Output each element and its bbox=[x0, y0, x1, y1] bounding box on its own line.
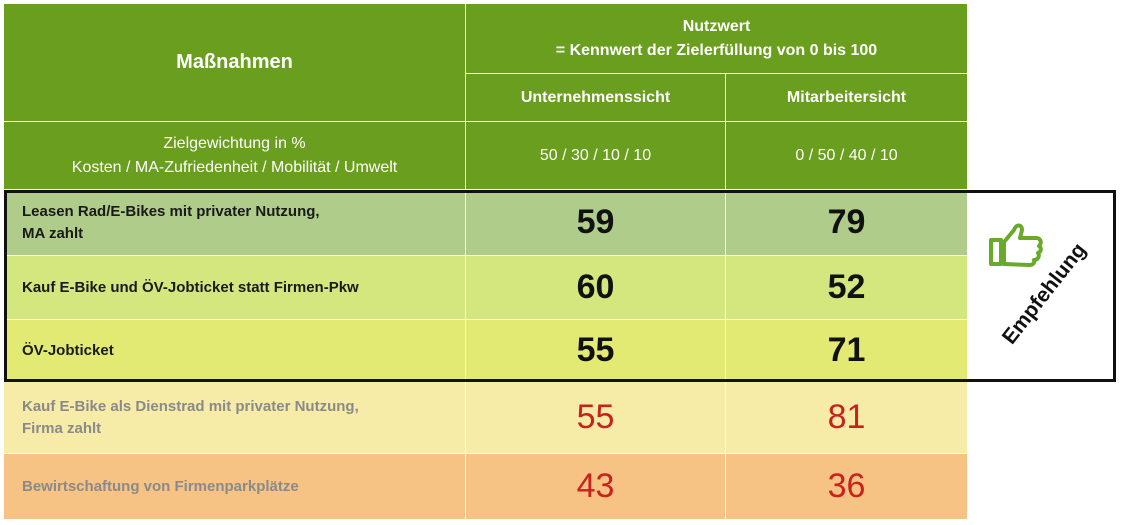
header-company-label: Unternehmenssicht bbox=[520, 88, 671, 106]
header-nutzwert: Nutzwert = Kennwert der Zielerfüllung vo… bbox=[466, 4, 968, 74]
table-row-company-value: 55 bbox=[466, 382, 726, 454]
table-row-employee-value: 79 bbox=[726, 190, 968, 256]
company-score: 43 bbox=[576, 467, 615, 505]
header-company: Unternehmenssicht bbox=[466, 74, 726, 122]
header-measures: Maßnahmen bbox=[4, 4, 466, 122]
thumbs-up-icon bbox=[989, 223, 1043, 267]
table-row-company-value: 55 bbox=[466, 320, 726, 382]
table-row-employee-value: 71 bbox=[726, 320, 968, 382]
company-score: 55 bbox=[576, 398, 615, 436]
weighting-label: Zielgewichtung in % Kosten / MA-Zufriede… bbox=[4, 122, 466, 190]
employee-score: 36 bbox=[827, 467, 866, 505]
weighting-employee: 0 / 50 / 40 / 10 bbox=[726, 122, 968, 190]
weighting-employee-value: 0 / 50 / 40 / 10 bbox=[795, 146, 898, 164]
measure-text-line1: Kauf E-Bike als Dienstrad mit privater N… bbox=[22, 397, 359, 415]
nutzwert-subtitle: = Kennwert der Zielerfüllung von 0 bis 1… bbox=[555, 41, 878, 59]
weighting-company-value: 50 / 30 / 10 / 10 bbox=[539, 146, 652, 164]
weighting-line2: Kosten / MA-Zufriedenheit / Mobilität / … bbox=[71, 158, 398, 176]
recommendation-panel bbox=[968, 190, 1116, 382]
weighting-company: 50 / 30 / 10 / 10 bbox=[466, 122, 726, 190]
employee-score: 71 bbox=[827, 331, 866, 369]
nutzwert-title: Nutzwert bbox=[682, 17, 751, 35]
measure-text-line1: Leasen Rad/E-Bikes mit privater Nutzung, bbox=[22, 202, 320, 220]
company-score: 59 bbox=[576, 203, 615, 241]
company-score: 55 bbox=[576, 331, 615, 369]
table-row-company-value: 59 bbox=[466, 190, 726, 256]
measure-text-line2: Firma zahlt bbox=[22, 419, 102, 437]
table-row-measure: Leasen Rad/E-Bikes mit privater Nutzung,… bbox=[4, 190, 466, 256]
table-row-employee-value: 36 bbox=[726, 454, 968, 520]
table-row-measure: ÖV-Jobticket bbox=[4, 320, 466, 382]
measure-text-line1: ÖV-Jobticket bbox=[22, 341, 114, 359]
weighting-line1: Zielgewichtung in % bbox=[163, 134, 306, 152]
employee-score: 81 bbox=[827, 398, 866, 436]
header-measures-label: Maßnahmen bbox=[176, 51, 293, 73]
header-employee: Mitarbeitersicht bbox=[726, 74, 968, 122]
header-employee-label: Mitarbeitersicht bbox=[786, 88, 907, 106]
table-row-company-value: 60 bbox=[466, 256, 726, 320]
table-row-measure: Bewirtschaftung von Firmenparkplätze bbox=[4, 454, 466, 520]
employee-score: 79 bbox=[827, 203, 866, 241]
table-row-employee-value: 81 bbox=[726, 382, 968, 454]
employee-score: 52 bbox=[827, 268, 866, 306]
table-row-company-value: 43 bbox=[466, 454, 726, 520]
measure-text-line1: Kauf E-Bike und ÖV-Jobticket statt Firme… bbox=[22, 278, 359, 296]
table-row-measure: Kauf E-Bike als Dienstrad mit privater N… bbox=[4, 382, 466, 454]
measure-text-line2: MA zahlt bbox=[22, 224, 84, 242]
company-score: 60 bbox=[576, 268, 615, 306]
measure-text-line1: Bewirtschaftung von Firmenparkplätze bbox=[22, 477, 299, 495]
table-row-measure: Kauf E-Bike und ÖV-Jobticket statt Firme… bbox=[4, 256, 466, 320]
table-row-employee-value: 52 bbox=[726, 256, 968, 320]
